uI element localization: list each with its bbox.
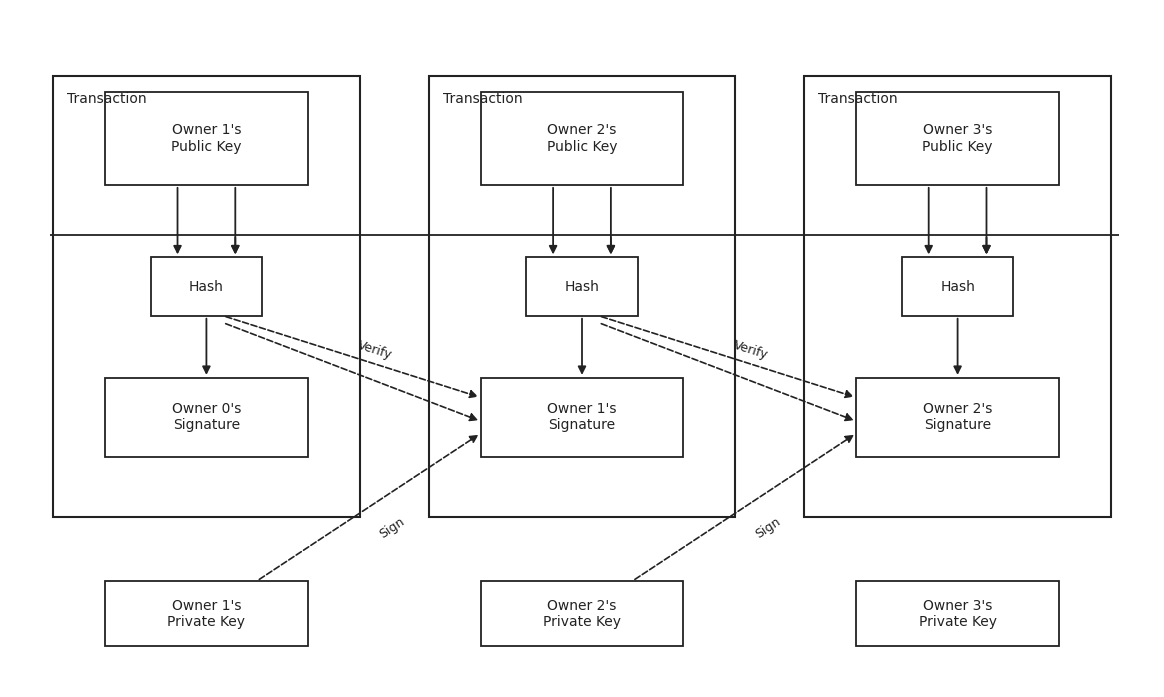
Text: Verify: Verify: [732, 338, 769, 361]
Bar: [151, 257, 262, 316]
Bar: [54, 77, 360, 517]
Text: Owner 2's
Public Key: Owner 2's Public Key: [547, 123, 617, 153]
Bar: [857, 581, 1059, 646]
Text: Hash: Hash: [189, 279, 223, 293]
Bar: [105, 581, 307, 646]
Text: Owner 1's
Private Key: Owner 1's Private Key: [168, 599, 246, 629]
Bar: [902, 257, 1013, 316]
Text: Verify: Verify: [356, 338, 393, 361]
Bar: [857, 378, 1059, 457]
Text: Owner 2's
Signature: Owner 2's Signature: [923, 402, 992, 432]
Bar: [804, 77, 1110, 517]
Text: Owner 1's
Signature: Owner 1's Signature: [547, 402, 617, 432]
Text: Hash: Hash: [941, 279, 975, 293]
Text: Owner 1's
Public Key: Owner 1's Public Key: [171, 123, 242, 153]
Bar: [105, 92, 307, 185]
Bar: [526, 257, 638, 316]
Text: Sign: Sign: [377, 515, 407, 541]
Text: Transaction: Transaction: [442, 91, 523, 106]
Text: Transaction: Transaction: [68, 91, 147, 106]
Text: Sign: Sign: [753, 515, 782, 541]
Bar: [481, 92, 683, 185]
Bar: [481, 378, 683, 457]
Text: Owner 3's
Public Key: Owner 3's Public Key: [922, 123, 993, 153]
Bar: [857, 92, 1059, 185]
Text: Owner 0's
Signature: Owner 0's Signature: [172, 402, 241, 432]
Bar: [428, 77, 736, 517]
Bar: [105, 378, 307, 457]
Text: Owner 2's
Private Key: Owner 2's Private Key: [542, 599, 622, 629]
Text: Owner 3's
Private Key: Owner 3's Private Key: [918, 599, 996, 629]
Text: Hash: Hash: [565, 279, 599, 293]
Bar: [481, 581, 683, 646]
Text: Transaction: Transaction: [818, 91, 897, 106]
